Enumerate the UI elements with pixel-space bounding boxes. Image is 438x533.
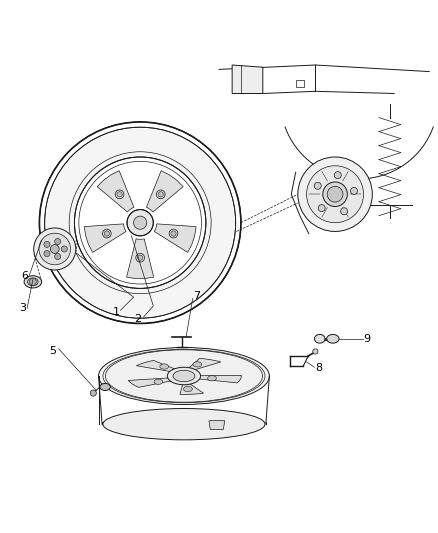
- Text: 3: 3: [19, 303, 26, 313]
- Circle shape: [45, 127, 236, 318]
- Text: 7: 7: [193, 291, 200, 301]
- Polygon shape: [197, 375, 241, 383]
- Polygon shape: [180, 383, 204, 394]
- Circle shape: [171, 231, 176, 236]
- Circle shape: [55, 253, 61, 260]
- Circle shape: [61, 246, 67, 252]
- Polygon shape: [84, 224, 126, 253]
- Polygon shape: [97, 171, 134, 212]
- Circle shape: [327, 187, 343, 202]
- Circle shape: [307, 166, 364, 223]
- Circle shape: [74, 157, 206, 288]
- Circle shape: [117, 192, 122, 197]
- Polygon shape: [232, 65, 263, 93]
- Circle shape: [134, 216, 147, 229]
- Circle shape: [29, 278, 36, 285]
- Polygon shape: [154, 224, 196, 253]
- Circle shape: [313, 349, 318, 354]
- Polygon shape: [209, 421, 225, 430]
- Polygon shape: [128, 378, 173, 387]
- Circle shape: [323, 182, 347, 206]
- Text: 2: 2: [134, 314, 141, 324]
- Circle shape: [341, 208, 348, 215]
- Ellipse shape: [103, 408, 265, 440]
- Circle shape: [44, 251, 50, 257]
- Circle shape: [158, 192, 163, 197]
- Polygon shape: [188, 358, 221, 370]
- Circle shape: [156, 190, 165, 199]
- Circle shape: [46, 128, 234, 317]
- Text: 9: 9: [364, 334, 371, 344]
- Circle shape: [318, 205, 325, 212]
- Polygon shape: [146, 171, 183, 212]
- Text: 8: 8: [315, 363, 322, 373]
- Circle shape: [334, 172, 341, 179]
- Circle shape: [102, 229, 111, 238]
- Circle shape: [169, 229, 178, 238]
- Ellipse shape: [173, 370, 195, 382]
- Circle shape: [44, 241, 50, 247]
- Ellipse shape: [208, 376, 216, 381]
- Circle shape: [115, 190, 124, 199]
- Ellipse shape: [167, 367, 201, 385]
- Text: 6: 6: [21, 271, 28, 281]
- Ellipse shape: [24, 276, 42, 288]
- Ellipse shape: [154, 379, 163, 384]
- Circle shape: [39, 122, 241, 324]
- Circle shape: [136, 253, 145, 262]
- Circle shape: [50, 245, 59, 253]
- Circle shape: [350, 188, 357, 195]
- Ellipse shape: [193, 362, 202, 367]
- Ellipse shape: [327, 334, 339, 343]
- Circle shape: [127, 209, 153, 236]
- Polygon shape: [127, 239, 154, 279]
- Text: 1: 1: [113, 308, 120, 318]
- Circle shape: [314, 182, 321, 189]
- Circle shape: [90, 390, 96, 396]
- Ellipse shape: [28, 278, 38, 286]
- Polygon shape: [136, 360, 177, 372]
- Circle shape: [298, 157, 372, 231]
- Ellipse shape: [184, 386, 192, 392]
- Text: 5: 5: [49, 345, 56, 356]
- Ellipse shape: [160, 364, 169, 369]
- Circle shape: [55, 238, 61, 245]
- Circle shape: [138, 255, 143, 260]
- Ellipse shape: [314, 334, 325, 343]
- Ellipse shape: [103, 349, 265, 403]
- Ellipse shape: [99, 348, 269, 405]
- Circle shape: [39, 233, 71, 265]
- Circle shape: [104, 231, 110, 236]
- Polygon shape: [296, 80, 304, 87]
- Ellipse shape: [100, 383, 110, 391]
- Circle shape: [34, 228, 76, 270]
